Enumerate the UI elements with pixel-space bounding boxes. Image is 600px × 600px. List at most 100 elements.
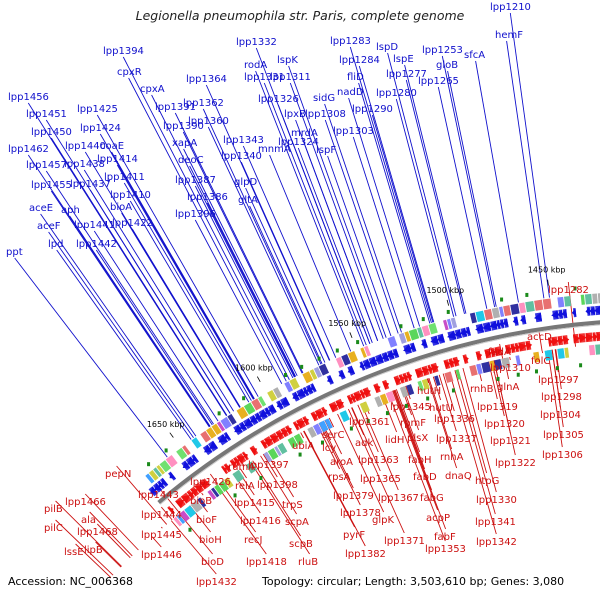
- forward-gene-label: lpp1441: [74, 220, 115, 231]
- forward-gene-label: lpp1422: [112, 218, 153, 229]
- reverse-gene-label: lpp1353: [425, 544, 466, 555]
- reverse-gene-label: lpp1320: [484, 419, 525, 430]
- forward-gene-label: lpp1424: [80, 123, 121, 134]
- forward-gene-label: lpp1284: [339, 55, 380, 66]
- reverse-gene-label: trpS: [282, 500, 303, 511]
- reverse-gene-label: lpp1337: [436, 434, 477, 445]
- reverse-gene-label: pilC: [44, 523, 63, 534]
- reverse-gene-label: lpp1298: [541, 392, 582, 403]
- reverse-gene-label: lpp1371: [384, 536, 425, 547]
- forward-gene-label: lpp1411: [104, 172, 145, 183]
- forward-gene-label: aceE: [29, 203, 53, 214]
- forward-gene-label: gloB: [436, 60, 458, 71]
- reverse-gene-label: scpA: [285, 517, 309, 528]
- position-tick-label: 1500 kbp: [426, 286, 464, 295]
- forward-gene-label: lpp1332: [236, 37, 277, 48]
- forward-gene-label: glpD: [234, 177, 257, 188]
- map-title: Legionella pneumophila str. Paris, compl…: [135, 8, 465, 23]
- forward-gene-label: lpp1442: [76, 239, 117, 250]
- reverse-gene-label: relA: [235, 481, 255, 492]
- forward-gene-label: lpp1210: [490, 2, 531, 13]
- forward-gene-label: mnmA: [258, 144, 291, 155]
- reverse-gene-label: htpG: [475, 476, 499, 487]
- reverse-gene-label: lpp1398: [257, 480, 298, 491]
- reverse-gene-label: bioH: [199, 535, 222, 546]
- forward-gene-label: nadD: [337, 87, 364, 98]
- reverse-gene-label: glpK: [372, 515, 394, 526]
- reverse-gene-label: rluB: [298, 557, 318, 568]
- reverse-gene-label: pepN: [105, 469, 131, 480]
- forward-gene-label: lpp1253: [422, 45, 463, 56]
- position-tick-label: 1650 kbp: [147, 420, 185, 429]
- reverse-gene-label: dnaQ: [445, 471, 472, 482]
- reverse-gene-label: lpp1378: [340, 508, 381, 519]
- reverse-gene-label: acpP: [426, 513, 450, 524]
- reverse-gene-label: rpmF: [400, 418, 426, 429]
- reverse-gene-label: accD: [527, 332, 552, 343]
- forward-gene-label: deoC: [178, 155, 204, 166]
- forward-gene-label: lpp1265: [418, 76, 459, 87]
- reverse-gene-label: glnA: [497, 382, 519, 393]
- forward-gene-label: gltA: [238, 195, 258, 206]
- forward-gene-label: lpp1324: [278, 137, 319, 148]
- reverse-gene-label: lpp1397: [248, 460, 289, 471]
- forward-gene-label: lpp1396: [175, 209, 216, 220]
- position-tick-label: 1600 kbp: [235, 363, 273, 372]
- forward-gene-label: aceF: [37, 221, 61, 232]
- reverse-gene-label: lpp1445: [141, 530, 182, 541]
- reverse-gene-label: plsX: [407, 433, 428, 444]
- reverse-gene-label: lpp1310: [490, 363, 531, 374]
- forward-gene-label: lpp1451: [26, 109, 67, 120]
- forward-gene-label: lpp1277: [386, 69, 427, 80]
- reverse-gene-label: rpsA: [328, 472, 351, 483]
- forward-gene-label: fliD: [347, 72, 364, 83]
- forward-gene-label: lspE: [393, 54, 414, 65]
- forward-gene-label: lpp1362: [183, 98, 224, 109]
- reverse-gene-label: lpp1297: [538, 375, 579, 386]
- reverse-gene-label: lpp1306: [542, 450, 583, 461]
- forward-gene-label: rodA: [244, 60, 267, 71]
- reverse-gene-label: lpp1432: [196, 577, 237, 588]
- reverse-gene-label: lpp1336: [434, 414, 475, 425]
- reverse-gene-label: bioB: [190, 496, 212, 507]
- forward-gene-label: lpp1450: [31, 127, 72, 138]
- reverse-gene-label: lpp1363: [358, 455, 399, 466]
- forward-gene-label: lpp1290: [352, 104, 393, 115]
- forward-gene-label: xapA: [172, 138, 197, 149]
- reverse-gene-label: lpp1444: [141, 510, 182, 521]
- reverse-gene-label: lpp1415: [234, 498, 275, 509]
- forward-gene-label: coaE: [100, 141, 124, 152]
- genome-backbone: [157, 320, 600, 505]
- reverse-gene-label: pilB: [44, 504, 63, 515]
- forward-gene-label: lpp1326: [258, 94, 299, 105]
- reverse-gene-label: fabD: [413, 472, 437, 483]
- forward-gene-label: lpp1457: [26, 160, 67, 171]
- reverse-gene-label: lpp1322: [495, 458, 536, 469]
- reverse-gene-label: lpp1466: [65, 497, 106, 508]
- forward-gene-label: hemF: [495, 30, 523, 41]
- reverse-gene-label: recJ: [244, 535, 263, 546]
- position-tick-label: 1550 kbp: [328, 319, 366, 328]
- forward-gene-label: lpp1425: [77, 104, 118, 115]
- reverse-gene-label: pyrF: [343, 530, 365, 541]
- reverse-gene-label: serC: [322, 430, 344, 441]
- forward-gene-label: lpp1456: [8, 92, 49, 103]
- forward-gene-label: lpp1331: [244, 72, 285, 83]
- reverse-gene-label: rnhA: [440, 452, 464, 463]
- accession-text: Accession: NC_006368: [8, 575, 134, 588]
- reverse-gene-label: lpp1426: [190, 477, 231, 488]
- reverse-gene-label: lpp1319: [477, 402, 518, 413]
- reverse-gene-label: adk: [355, 438, 373, 449]
- reverse-gene-label: lpp1341: [475, 517, 516, 528]
- position-tick-label: 1450 kbp: [528, 266, 566, 275]
- reverse-gene-label: lpp1382: [345, 549, 386, 560]
- reverse-gene-label: lpp1443: [138, 490, 179, 501]
- reverse-gene-label: lpp1345: [390, 402, 431, 413]
- forward-gene-label: ppt: [6, 247, 23, 258]
- reverse-gene-label: lpp1321: [490, 436, 531, 447]
- reverse-gene-label: lpp1304: [540, 410, 581, 421]
- forward-gene-label: lspD: [376, 42, 398, 53]
- reverse-gene-label: rumA: [228, 462, 255, 473]
- forward-gene-label: lpp1438: [64, 159, 105, 170]
